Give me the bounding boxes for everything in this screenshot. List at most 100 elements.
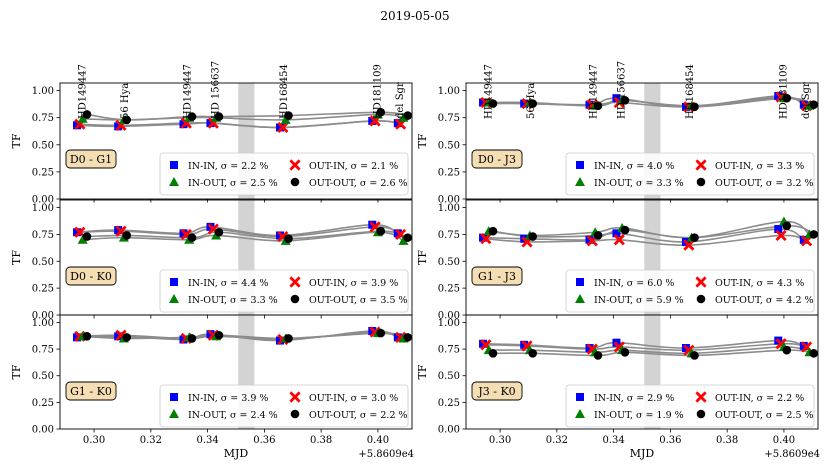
data-point-out-in-stroke-b <box>480 339 492 351</box>
x-tick-label: 0.34 <box>196 435 218 446</box>
data-point-out-out <box>488 226 498 236</box>
data-point-out-out <box>82 332 92 341</box>
axes-frame <box>59 314 413 430</box>
star-label: HD168454 <box>685 64 696 119</box>
data-point-out-in-stroke-b <box>207 223 219 235</box>
y-tick-label: 0.00 <box>438 425 460 436</box>
data-point-out-out <box>690 351 699 360</box>
y-tick-label: 0.00 <box>438 195 460 206</box>
data-point-in-out <box>280 114 291 124</box>
legend-marker-out-in <box>695 276 707 288</box>
data-point-out-in-stroke-b <box>480 233 492 245</box>
data-point-out-out <box>376 107 386 117</box>
star-label: 56 Hya <box>526 83 537 119</box>
y-axis-label: TF <box>416 133 429 148</box>
legend-box <box>159 152 409 196</box>
panel-label-box <box>65 149 117 169</box>
data-point-out-out <box>620 225 630 235</box>
legend-marker-out-in-stroke-b <box>289 276 301 288</box>
data-point-out-out <box>593 231 603 240</box>
data-point-in-in <box>479 98 488 107</box>
x-offset-label: +5.8609e4 <box>764 449 820 460</box>
data-point-out-out <box>809 230 819 239</box>
x-tick-label: 0.40 <box>367 435 389 446</box>
legend-box <box>565 384 815 428</box>
star-label: HD149447 <box>77 64 88 119</box>
panel-label-box <box>65 266 117 286</box>
data-point-out-out <box>376 328 386 338</box>
legend-marker-in-in <box>170 161 178 169</box>
legend-marker-in-in <box>170 393 178 401</box>
legend-label-in-in: IN-IN, σ = 4.0 % <box>594 161 674 172</box>
panel-label-box <box>471 381 523 401</box>
data-point-in-out <box>77 113 88 123</box>
legend-marker-out-in <box>695 159 707 171</box>
legend-marker-in-out <box>575 294 585 303</box>
data-point-out-out <box>403 333 413 342</box>
y-tick-label: 0.00 <box>438 311 460 322</box>
data-point-out-in-stroke-b <box>395 118 407 130</box>
legend-marker-out-out <box>290 409 300 419</box>
data-point-out-in-stroke-b <box>521 236 533 248</box>
legend-marker-out-out <box>290 294 300 304</box>
legend-marker-out-out <box>290 177 300 187</box>
data-point-out-in <box>369 115 381 127</box>
data-point-out-in-stroke-b <box>683 239 695 251</box>
data-point-out-in-stroke-b <box>180 228 192 240</box>
data-point-out-in <box>395 118 407 130</box>
data-point-out-in-stroke-b <box>115 329 127 341</box>
legend-label-out-in: OUT-IN, σ = 4.3 % <box>715 278 804 289</box>
data-point-out-in-stroke-b <box>801 235 813 247</box>
y-tick-label: 0.75 <box>32 113 54 124</box>
y-tick-label: 0.50 <box>438 371 460 382</box>
data-point-out-out <box>782 221 792 231</box>
legend-label-in-out: IN-OUT, σ = 2.5 % <box>188 178 278 189</box>
legend-box <box>565 269 815 313</box>
legend-label-out-out: OUT-OUT, σ = 2.6 % <box>309 178 408 189</box>
data-point-out-in <box>277 121 289 134</box>
data-point-out-in <box>801 235 813 247</box>
y-tick-label: 0.50 <box>32 371 54 382</box>
data-point-out-out <box>82 110 92 119</box>
data-point-out-out <box>620 96 630 105</box>
panel-d0-g1: 0.00 0.25 0.50 0.75 1.00 TF D0 - G1 IN-IN, σ = … <box>10 82 413 206</box>
data-point-out-out <box>528 99 538 108</box>
panel-d0-j3: 0.00 0.25 0.50 0.75 1.00 TF D0 - J3 IN-IN, σ = … <box>416 82 819 206</box>
data-point-in-out <box>398 235 409 245</box>
legend-marker-out-in-stroke-b <box>289 391 301 403</box>
y-tick-label: 0.25 <box>32 284 54 295</box>
star-label: HD149447 <box>588 64 599 119</box>
y-axis-label: TF <box>10 133 23 148</box>
legend-label-in-in: IN-IN, σ = 2.2 % <box>188 161 268 172</box>
data-point-out-out <box>620 347 630 357</box>
data-point-out-out <box>187 112 197 121</box>
panel-label: G1 - J3 <box>478 270 516 283</box>
y-tick-label: 0.00 <box>32 311 54 322</box>
y-tick-label: 0.75 <box>438 230 460 241</box>
star-label: del Sgr <box>395 82 406 119</box>
data-point-out-out <box>214 227 224 237</box>
data-point-out-in-stroke-b <box>586 235 598 247</box>
y-tick-label: 0.75 <box>32 230 54 241</box>
panel-j3-k0: 0.00 0.25 0.50 0.75 1.00 TF 0.30 0.32 0.34 0.36 0.… <box>416 314 819 446</box>
y-axis-label: TF <box>416 364 429 379</box>
data-point-out-in <box>775 229 787 242</box>
legend-marker-in-out <box>575 409 585 418</box>
legend-marker-in-in <box>170 278 178 286</box>
data-point-out-in <box>521 236 533 248</box>
legend-label-out-in: OUT-IN, σ = 3.0 % <box>309 393 398 404</box>
data-point-out-out <box>782 93 792 103</box>
y-tick-label: 0.50 <box>438 257 460 268</box>
legend-label-out-out: OUT-OUT, σ = 3.2 % <box>715 178 814 189</box>
data-point-out-out <box>214 330 224 340</box>
star-label: 56 Hya <box>120 83 131 119</box>
star-label: HD181109 <box>373 64 384 119</box>
legend-label-out-out: OUT-OUT, σ = 4.2 % <box>715 295 814 306</box>
data-point-out-out <box>403 233 413 242</box>
legend-label-in-in: IN-IN, σ = 6.0 % <box>594 278 674 289</box>
legend-marker-out-in-stroke-b <box>289 159 301 171</box>
panel-label: D0 - G1 <box>70 153 112 166</box>
legend-label-out-out: OUT-OUT, σ = 2.5 % <box>715 410 814 421</box>
y-tick-label: 1.00 <box>438 203 460 214</box>
data-point-in-in <box>682 102 690 111</box>
